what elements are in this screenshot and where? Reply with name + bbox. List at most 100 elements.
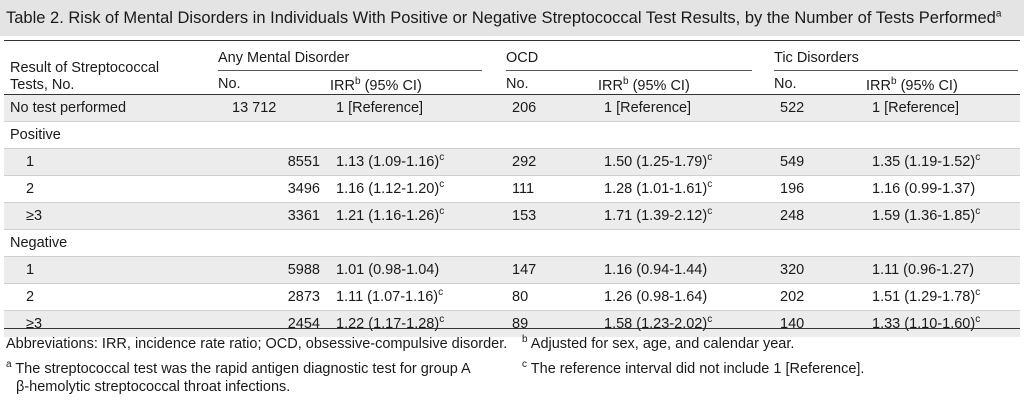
table-row: 2 3496 1.16 (1.12-1.20)c 111 1.28 (1.01-1.61… [4,175,1020,203]
table-row: ≥3 3361 1.21 (1.16-1.26)c 153 1.71 (1.39-2.1… [4,202,1020,230]
irr-footnote-mark: c [975,206,981,218]
cell-count: 2454 [232,310,336,337]
group-header-ocd: OCD [506,50,539,66]
col-irr-sup: b [622,76,629,87]
irr-value: 1.01 (0.98-1.04) [336,262,440,278]
table-row: Negative [4,229,1020,257]
cell-irr [604,121,780,149]
cell-count [780,229,872,257]
footnote-abbreviations: Abbreviations: IRR, incidence rate ratio… [6,336,508,352]
row-label: 1 [4,148,232,176]
bottom-rule [4,328,1020,329]
irr-value: 1.71 (1.39-2.12) [604,208,708,224]
footnote-c-mark: c [522,359,527,371]
table-row: No test performed 13 712 1 [Reference] 206 1… [4,95,1020,122]
irr-value: 1.35 (1.19-1.52) [872,154,976,170]
col-irr-sup: b [354,76,361,87]
row-label: 2 [4,283,232,311]
stub-header-line1: Result of Streptococcal [10,60,160,76]
cell-irr: 1.51 (1.29-1.78)c [872,283,1020,311]
table-row: 2 2873 1.11 (1.07-1.16)c 80 1.26 (0.98-1.64)… [4,283,1020,311]
cell-count: 3361 [232,202,336,230]
cell-count: 206 [512,95,604,122]
group-header-tic: Tic Disorders [774,50,859,66]
cell-count [512,121,604,149]
cell-irr: 1.71 (1.39-2.12)c [604,202,780,230]
irr-footnote-mark: c [439,314,445,326]
cell-count [780,121,872,149]
footnote-b-mark: b [522,334,528,346]
irr-value: 1.11 (1.07-1.16) [336,289,439,305]
stub-header-line2: Tests, No. [10,77,75,93]
footnote-a-mark: a [6,359,12,371]
cell-irr: 1.58 (1.23-2.02)c [604,310,780,337]
irr-footnote-mark: c [975,152,981,164]
row-label: No test performed [4,95,232,122]
cell-count [232,229,336,257]
col-header-no: No. [774,76,797,92]
cell-count: 111 [512,175,604,203]
title-footnote-mark: a [995,8,1002,20]
col-irr-sup: b [890,76,897,87]
cell-irr: 1 [Reference] [336,95,512,122]
irr-footnote-mark: c [975,287,981,299]
table-row: 1 8551 1.13 (1.09-1.16)c 292 1.50 (1.25-1.79… [4,148,1020,176]
irr-footnote-mark: c [439,179,445,191]
cell-count: 140 [780,310,872,337]
cell-irr: 1.28 (1.01-1.61)c [604,175,780,203]
group-rule-tic [774,70,1018,71]
cell-count: 8551 [232,148,336,176]
cell-irr: 1.21 (1.16-1.26)c [336,202,512,230]
col-irr-text: IRR [598,77,623,94]
cell-irr: 1.16 (1.12-1.20)c [336,175,512,203]
footnote-c: c The reference interval did not include… [522,360,864,378]
cell-irr [336,229,512,257]
row-label: ≥3 [4,202,232,230]
cell-irr: 1.22 (1.17-1.28)c [336,310,512,337]
table-title: Table 2. Risk of Mental Disorders in Ind… [6,9,1001,28]
cell-irr: 1.59 (1.36-1.85)c [872,202,1020,230]
group-header-any: Any Mental Disorder [218,50,350,66]
cell-count [232,121,336,149]
cell-irr: 1.11 (0.96-1.27) [872,256,1020,284]
irr-value: 1.58 (1.23-2.02) [604,316,708,332]
irr-value: 1.59 (1.36-1.85) [872,208,976,224]
footnote-b-text: Adjusted for sex, age, and calendar year… [527,336,795,352]
cell-count: 202 [780,283,872,311]
irr-footnote-mark: c [439,206,445,218]
irr-value: 1.26 (0.98-1.64) [604,289,708,305]
cell-count: 549 [780,148,872,176]
cell-irr: 1.35 (1.19-1.52)c [872,148,1020,176]
cell-irr: 1.26 (0.98-1.64) [604,283,780,311]
cell-irr: 1.11 (1.07-1.16)c [336,283,512,311]
irr-value: 1.50 (1.25-1.79) [604,154,708,170]
cell-count: 89 [512,310,604,337]
group-rule-any [218,70,482,71]
col-irr-ci: (95% CI) [360,77,422,94]
footnote-a-line2: β-hemolytic streptococcal throat infecti… [16,379,291,395]
cell-count: 147 [512,256,604,284]
irr-value: 1 [Reference] [872,100,960,116]
top-rule [4,40,1020,41]
table-title-text: Table 2. Risk of Mental Disorders in Ind… [6,9,996,27]
irr-value: 1.21 (1.16-1.26) [336,208,440,224]
cell-count: 13 712 [232,95,336,122]
col-irr-text: IRR [866,77,891,94]
irr-value: 1.11 (0.96-1.27) [872,262,975,278]
cell-count: 522 [780,95,872,122]
irr-value: 1.28 (1.01-1.61) [604,181,708,197]
cell-count: 153 [512,202,604,230]
data-table: No test performed 13 712 1 [Reference] 206 1… [4,95,1020,337]
cell-count: 248 [780,202,872,230]
group-rule-ocd [506,70,752,71]
cell-irr: 1.13 (1.09-1.16)c [336,148,512,176]
cell-count: 196 [780,175,872,203]
cell-irr: 1.33 (1.10-1.60)c [872,310,1020,337]
cell-irr: 1.16 (0.99-1.37) [872,175,1020,203]
footnote-a: a The streptococcal test was the rapid a… [6,360,471,378]
cell-irr [604,229,780,257]
cell-irr: 1.16 (0.94-1.44) [604,256,780,284]
col-header-irr: IRRb (95% CI) [598,76,690,94]
col-irr-ci: (95% CI) [896,77,958,94]
irr-footnote-mark: c [439,152,445,164]
